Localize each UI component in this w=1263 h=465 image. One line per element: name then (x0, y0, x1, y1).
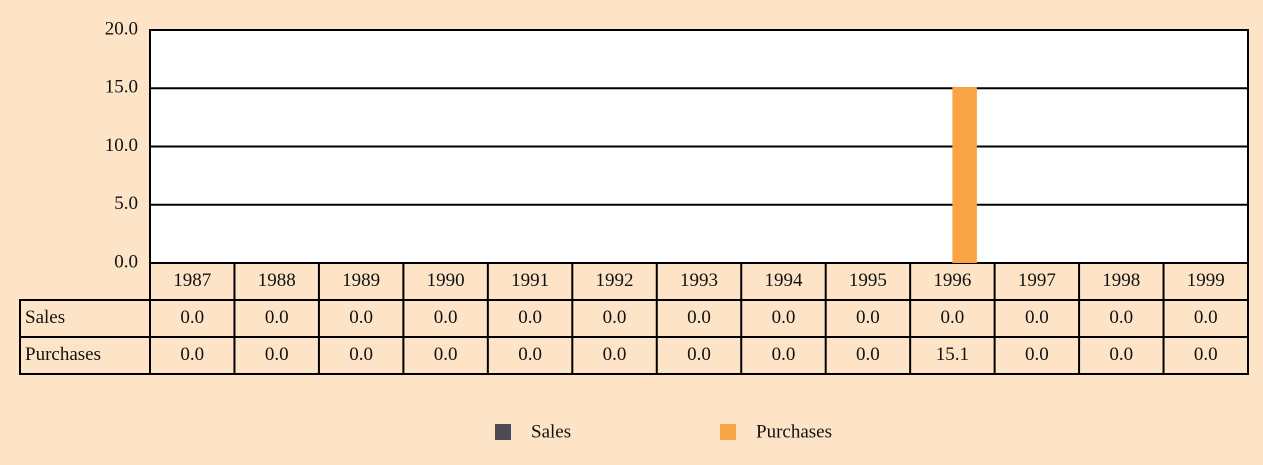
table-value: 0.0 (603, 344, 627, 365)
table-value: 0.0 (349, 344, 373, 365)
bar (952, 87, 977, 264)
x-tick-label: 1997 (1018, 270, 1056, 291)
y-tick-label: 15.0 (105, 77, 138, 98)
table-value: 0.0 (1025, 344, 1049, 365)
table-value: 0.0 (1194, 344, 1218, 365)
legend-label: Purchases (756, 421, 832, 442)
table-value: 0.0 (180, 307, 204, 328)
table-value: 0.0 (434, 307, 458, 328)
table-value: 0.0 (1109, 344, 1133, 365)
y-tick-label: 0.0 (114, 251, 138, 272)
x-tick-label: 1999 (1187, 270, 1225, 291)
x-tick-label: 1992 (596, 270, 634, 291)
table-value: 0.0 (434, 344, 458, 365)
table-value: 0.0 (518, 307, 542, 328)
x-tick-label: 1988 (258, 270, 296, 291)
table-value: 0.0 (772, 307, 796, 328)
legend-label: Sales (531, 421, 571, 442)
table-value: 0.0 (1194, 307, 1218, 328)
y-tick-label: 5.0 (114, 193, 138, 214)
x-tick-label: 1991 (511, 270, 549, 291)
row-label: Sales (25, 307, 65, 328)
table-value: 0.0 (603, 307, 627, 328)
x-tick-label: 1996 (933, 270, 971, 291)
table-value: 0.0 (180, 344, 204, 365)
table-value: 0.0 (687, 307, 711, 328)
x-tick-label: 1998 (1102, 270, 1140, 291)
x-tick-label: 1994 (764, 270, 803, 291)
table-value: 0.0 (349, 307, 373, 328)
table-value: 0.0 (1025, 307, 1049, 328)
table-value: 0.0 (518, 344, 542, 365)
table-value: 0.0 (687, 344, 711, 365)
legend-swatch (720, 424, 736, 440)
x-tick-label: 1990 (427, 270, 465, 291)
table-value: 0.0 (265, 307, 289, 328)
row-label: Purchases (25, 344, 101, 365)
y-tick-label: 20.0 (105, 18, 138, 39)
x-tick-label: 1995 (849, 270, 887, 291)
table-value: 0.0 (265, 344, 289, 365)
table-value: 0.0 (772, 344, 796, 365)
y-tick-label: 10.0 (105, 135, 138, 156)
x-tick-label: 1987 (173, 270, 211, 291)
table-value: 15.1 (936, 344, 969, 365)
table-value: 0.0 (1109, 307, 1133, 328)
x-tick-label: 1989 (342, 270, 380, 291)
legend-swatch (495, 424, 511, 440)
table-value: 0.0 (856, 307, 880, 328)
table-value: 0.0 (941, 307, 965, 328)
table-value: 0.0 (856, 344, 880, 365)
x-tick-label: 1993 (680, 270, 718, 291)
